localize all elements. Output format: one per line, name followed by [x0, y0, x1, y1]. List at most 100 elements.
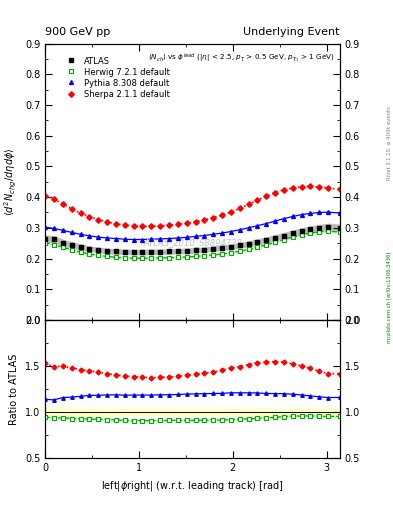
ATLAS [184, 248, 189, 254]
Herwig 7.2.1 default [149, 255, 154, 261]
Pythia 8.308 default [184, 234, 189, 241]
X-axis label: left|$\phi$right| (w.r.t. leading track) [rad]: left|$\phi$right| (w.r.t. leading track)… [101, 479, 284, 493]
Pythia 8.308 default [51, 225, 56, 231]
Herwig 7.2.1 default [308, 230, 313, 236]
Herwig 7.2.1 default [43, 240, 48, 246]
ATLAS [237, 242, 242, 248]
Herwig 7.2.1 default [167, 254, 171, 261]
Text: Rivet 3.1.10, ≥ 400k events: Rivet 3.1.10, ≥ 400k events [387, 106, 392, 180]
Pythia 8.308 default [264, 221, 269, 227]
Sherpa 2.1.1 default [43, 193, 48, 199]
Pythia 8.308 default [308, 210, 313, 217]
Pythia 8.308 default [131, 237, 136, 243]
Sherpa 2.1.1 default [51, 196, 56, 202]
ATLAS [149, 249, 154, 255]
ATLAS [211, 246, 215, 252]
Pythia 8.308 default [114, 236, 118, 242]
Herwig 7.2.1 default [211, 252, 215, 258]
Pythia 8.308 default [96, 234, 101, 240]
Pythia 8.308 default [326, 209, 331, 215]
Sherpa 2.1.1 default [78, 210, 83, 216]
ATLAS [308, 226, 313, 232]
Text: ATLAS_2010_S8894728: ATLAS_2010_S8894728 [143, 238, 242, 247]
Pythia 8.308 default [193, 233, 198, 240]
Herwig 7.2.1 default [61, 244, 65, 250]
Line: Herwig 7.2.1 default: Herwig 7.2.1 default [43, 229, 342, 260]
Herwig 7.2.1 default [326, 228, 331, 234]
Sherpa 2.1.1 default [140, 223, 145, 229]
Herwig 7.2.1 default [255, 244, 260, 250]
Sherpa 2.1.1 default [299, 184, 304, 190]
ATLAS [78, 244, 83, 250]
Sherpa 2.1.1 default [167, 222, 171, 228]
Pythia 8.308 default [290, 214, 295, 220]
ATLAS [51, 236, 56, 242]
ATLAS [140, 249, 145, 255]
ATLAS [114, 248, 118, 254]
Herwig 7.2.1 default [69, 247, 74, 253]
Pythia 8.308 default [105, 235, 109, 241]
Sherpa 2.1.1 default [273, 189, 277, 196]
Sherpa 2.1.1 default [264, 193, 269, 199]
Herwig 7.2.1 default [299, 232, 304, 238]
Herwig 7.2.1 default [228, 250, 233, 256]
Sherpa 2.1.1 default [131, 223, 136, 229]
Herwig 7.2.1 default [246, 246, 251, 252]
Herwig 7.2.1 default [140, 255, 145, 261]
Herwig 7.2.1 default [122, 255, 127, 261]
Sherpa 2.1.1 default [158, 223, 162, 229]
ATLAS [282, 232, 286, 239]
Sherpa 2.1.1 default [338, 186, 342, 193]
Pythia 8.308 default [211, 231, 215, 238]
Line: ATLAS: ATLAS [43, 225, 342, 254]
ATLAS [105, 248, 109, 254]
Herwig 7.2.1 default [175, 254, 180, 261]
Herwig 7.2.1 default [87, 251, 92, 257]
Herwig 7.2.1 default [290, 234, 295, 240]
Sherpa 2.1.1 default [61, 201, 65, 207]
ATLAS [43, 236, 48, 242]
Sherpa 2.1.1 default [282, 187, 286, 193]
ATLAS [220, 245, 224, 251]
Sherpa 2.1.1 default [87, 214, 92, 220]
Sherpa 2.1.1 default [308, 183, 313, 189]
ATLAS [299, 228, 304, 234]
ATLAS [69, 242, 74, 248]
Herwig 7.2.1 default [264, 242, 269, 248]
ATLAS [167, 248, 171, 254]
Sherpa 2.1.1 default [211, 215, 215, 221]
Sherpa 2.1.1 default [96, 217, 101, 223]
ATLAS [228, 244, 233, 250]
Text: 900 GeV pp: 900 GeV pp [45, 27, 110, 37]
Pythia 8.308 default [228, 228, 233, 234]
ATLAS [290, 230, 295, 237]
Sherpa 2.1.1 default [237, 205, 242, 211]
Pythia 8.308 default [220, 230, 224, 236]
ATLAS [122, 249, 127, 255]
Legend: ATLAS, Herwig 7.2.1 default, Pythia 8.308 default, Sherpa 2.1.1 default: ATLAS, Herwig 7.2.1 default, Pythia 8.30… [58, 53, 173, 102]
Pythia 8.308 default [255, 223, 260, 229]
Herwig 7.2.1 default [273, 239, 277, 245]
Y-axis label: $\langle d^2 N_{chg}/d\eta d\phi \rangle$: $\langle d^2 N_{chg}/d\eta d\phi \rangle… [3, 147, 19, 216]
ATLAS [264, 237, 269, 243]
Text: $\langle N_{ch}\rangle$ vs $\phi^{lead}$ ($|\eta|$ < 2.5, $p_T$ > 0.5 GeV, $p_{T: $\langle N_{ch}\rangle$ vs $\phi^{lead}$… [149, 52, 335, 65]
Sherpa 2.1.1 default [246, 201, 251, 207]
Herwig 7.2.1 default [338, 229, 342, 235]
Pythia 8.308 default [167, 236, 171, 242]
Pythia 8.308 default [78, 231, 83, 238]
Herwig 7.2.1 default [96, 252, 101, 259]
Pythia 8.308 default [149, 236, 154, 242]
Herwig 7.2.1 default [317, 229, 322, 235]
Pythia 8.308 default [237, 227, 242, 233]
Line: Sherpa 2.1.1 default: Sherpa 2.1.1 default [43, 184, 342, 228]
Pythia 8.308 default [43, 224, 48, 230]
ATLAS [326, 224, 331, 230]
Text: mcplots.cern.ch [arXiv:1306.3436]: mcplots.cern.ch [arXiv:1306.3436] [387, 251, 392, 343]
Herwig 7.2.1 default [193, 253, 198, 260]
Sherpa 2.1.1 default [122, 222, 127, 228]
Pythia 8.308 default [87, 233, 92, 239]
ATLAS [158, 249, 162, 255]
Pythia 8.308 default [273, 218, 277, 224]
Pythia 8.308 default [69, 229, 74, 236]
Sherpa 2.1.1 default [105, 219, 109, 225]
